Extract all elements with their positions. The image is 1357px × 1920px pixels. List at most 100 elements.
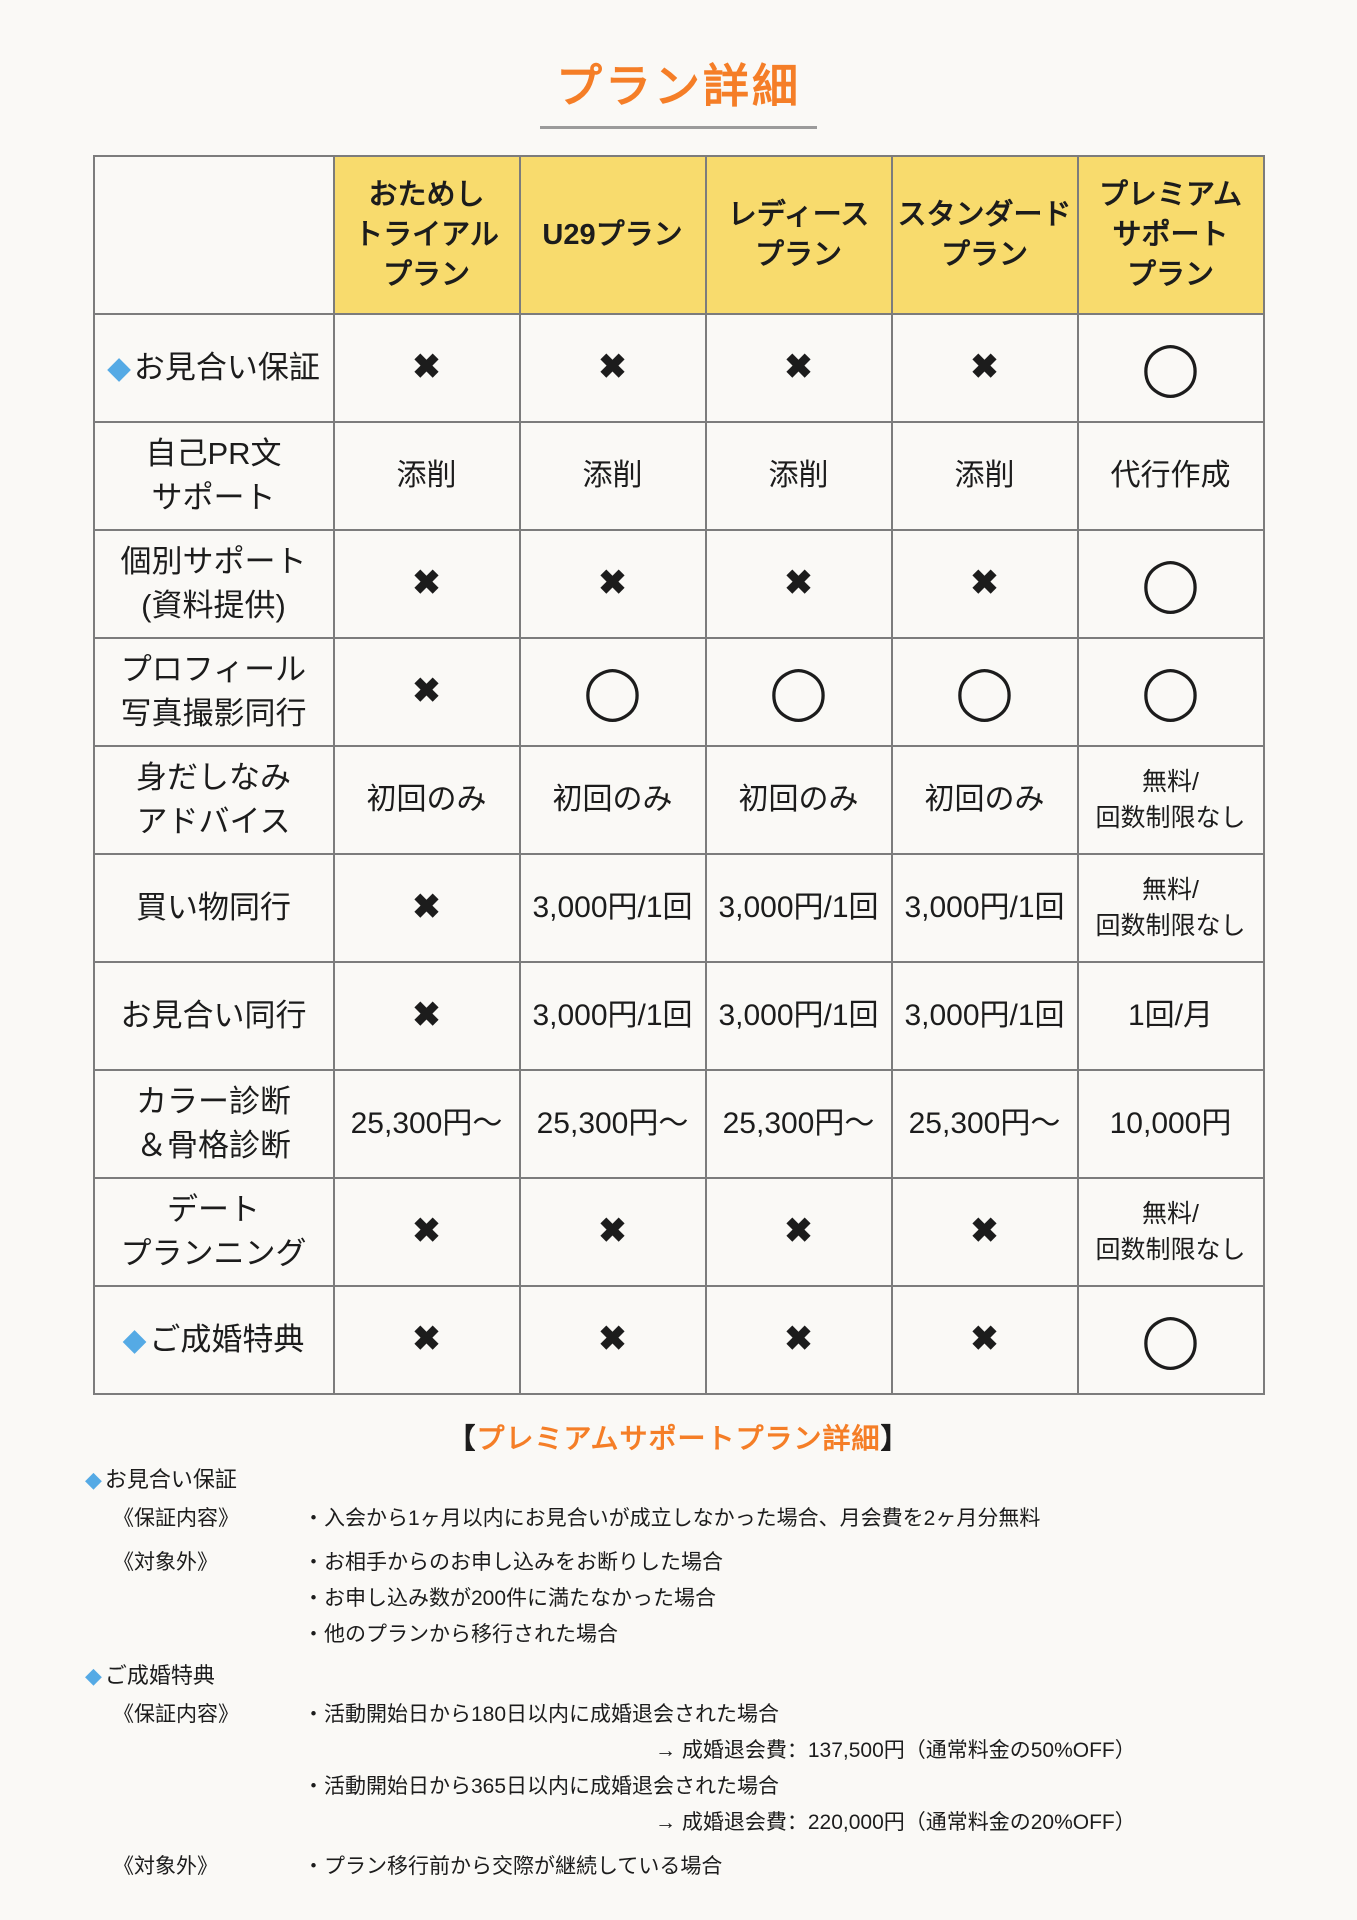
row-label: プロフィール 写真撮影同行 (92, 637, 335, 747)
plan-cell: ✖ (518, 1177, 707, 1287)
note-item: 《対象外》 ・お相手からのお申し込みをお断りした場合 ・お申し込み数が200件に満た… (85, 1545, 1357, 1653)
note-item: 《保証内容》 ・活動開始日から180日以内に成婚退会された場合 → 成婚退会費：13… (85, 1697, 1357, 1841)
table-row: カラー診断 ＆骨格診断 25,300円〜 25,300円〜 25,300円〜 25,30… (92, 1069, 1265, 1179)
table-row: デート プランニング ✖ ✖ ✖ ✖ 無料/ 回数制限なし (92, 1177, 1265, 1287)
bracket-left: 【 (447, 1423, 477, 1454)
note-line: ・活動開始日から365日以内に成婚退会された場合 (303, 1775, 780, 1798)
table-row: 買い物同行 ✖ 3,000円/1回 3,000円/1回 3,000円/1回 無料/ 回数制… (92, 853, 1265, 963)
plan-comparison-table: おためし トライアル プラン U29プラン レディース プラン スタンダード プランプ… (92, 155, 1265, 1395)
note-item: 《対象外》 ・プラン移行前から交際が継続している場合 (85, 1849, 1357, 1885)
bracket-right: 】 (880, 1423, 910, 1454)
diamond-icon: ◆ (85, 1663, 102, 1688)
note-item-label: 《対象外》 (113, 1551, 218, 1574)
premium-detail-notes: ◆ お見合い保証 《保証内容》 ・入会から1ヶ月以内にお見合いが成立しなかった場合、月… (85, 1467, 1357, 1885)
plan-cell: ◯ (890, 637, 1079, 747)
page-title: プラン詳細 (0, 0, 1357, 129)
plan-cell: 無料/ 回数制限なし (1076, 1177, 1265, 1287)
plan-cell: 添削 (704, 421, 893, 531)
note-line: ・プラン移行前から交際が継続している場合 (303, 1855, 723, 1878)
plan-cell: 3,000円/1回 (890, 853, 1079, 963)
note-line: ・他のプランから移行された場合 (303, 1623, 618, 1646)
row-label-text: デート プランニング (120, 1191, 307, 1271)
plan-cell: ✖ (518, 313, 707, 423)
note-item-lines: ・お相手からのお申し込みをお断りした場合 ・お申し込み数が200件に満たなかった場… (303, 1545, 723, 1653)
plan-cell: ◯ (1076, 529, 1265, 639)
plan-cell: 25,300円〜 (704, 1069, 893, 1179)
plan-cell: 添削 (890, 421, 1079, 531)
row-label: お見合い同行 (92, 961, 335, 1071)
plan-cell: ✖ (332, 637, 521, 747)
row-label-text: お見合い保証 (133, 349, 320, 385)
row-label: カラー診断 ＆骨格診断 (92, 1069, 335, 1179)
note-item: 《保証内容》 ・入会から1ヶ月以内にお見合いが成立しなかった場合、月会費を2ヶ月分… (85, 1501, 1357, 1537)
plan-cell: ✖ (332, 961, 521, 1071)
note-line: → 成婚退会費：220,000円（通常料金の20%OFF） (655, 1811, 1136, 1834)
note-heading-text: ご成婚特典 (104, 1663, 215, 1688)
plan-cell: ✖ (332, 313, 521, 423)
plan-cell: ◯ (1076, 1285, 1265, 1395)
row-label: 身だしなみ アドバイス (92, 745, 335, 855)
plan-cell: 25,300円〜 (518, 1069, 707, 1179)
row-label-text: ご成婚特典 (149, 1321, 305, 1357)
plan-table-body: ◆お見合い保証 ✖ ✖ ✖ ✖ ◯ 自己PR文 サポート 添削 添削 添削 添削 代行作成 個別サポート… (92, 313, 1265, 1395)
row-label-text: お見合い同行 (120, 997, 307, 1033)
row-label: 自己PR文 サポート (92, 421, 335, 531)
plan-column-header: おためし トライアル プラン (332, 155, 521, 315)
plan-cell: ◯ (1076, 313, 1265, 423)
plan-header-row: おためし トライアル プラン U29プラン レディース プラン スタンダード プランプ… (92, 155, 1265, 315)
plan-cell: ◯ (704, 637, 893, 747)
table-row: ◆ご成婚特典 ✖ ✖ ✖ ✖ ◯ (92, 1285, 1265, 1395)
table-row: プロフィール 写真撮影同行 ✖ ◯ ◯ ◯ ◯ (92, 637, 1265, 747)
plan-cell: ✖ (704, 313, 893, 423)
plan-cell: ✖ (890, 1285, 1079, 1395)
plan-cell: 3,000円/1回 (890, 961, 1079, 1071)
note-item-label: 《保証内容》 (113, 1703, 239, 1726)
plan-cell: ◯ (518, 637, 707, 747)
note-line: ・入会から1ヶ月以内にお見合いが成立しなかった場合、月会費を2ヶ月分無料 (303, 1507, 1041, 1530)
note-item-lines: ・プラン移行前から交際が継続している場合 (303, 1849, 722, 1885)
plan-cell: ✖ (332, 1285, 521, 1395)
table-row: お見合い同行 ✖ 3,000円/1回 3,000円/1回 3,000円/1回 1回/月 (92, 961, 1265, 1071)
note-heading: ◆ ご成婚特典 (85, 1663, 1357, 1689)
plan-cell: ✖ (518, 1285, 707, 1395)
table-row: 身だしなみ アドバイス 初回のみ 初回のみ 初回のみ 初回のみ 無料/ 回数制限なし (92, 745, 1265, 855)
plan-column-header: スタンダード プラン (890, 155, 1079, 315)
note-line: → 成婚退会費：137,500円（通常料金の50%OFF） (655, 1739, 1136, 1762)
plan-cell: 3,000円/1回 (704, 961, 893, 1071)
plan-cell: ✖ (332, 529, 521, 639)
premium-detail-title: 【プレミアムサポートプラン詳細】 (0, 1417, 1357, 1457)
plan-cell: ✖ (332, 853, 521, 963)
plan-cell: ✖ (890, 313, 1079, 423)
diamond-icon: ◆ (85, 1467, 102, 1492)
plan-cell: ◯ (1076, 637, 1265, 747)
plan-table-corner-cell (92, 155, 335, 315)
plan-cell: 10,000円 (1076, 1069, 1265, 1179)
plan-column-header: レディース プラン (704, 155, 893, 315)
row-label-text: 身だしなみ アドバイス (136, 759, 291, 839)
note-heading: ◆ お見合い保証 (85, 1467, 1357, 1493)
row-label: 個別サポート (資料提供) (92, 529, 335, 639)
plan-cell: ✖ (332, 1177, 521, 1287)
row-label: ◆お見合い保証 (92, 313, 335, 423)
table-row: ◆お見合い保証 ✖ ✖ ✖ ✖ ◯ (92, 313, 1265, 423)
note-line: ・活動開始日から180日以内に成婚退会された場合 (303, 1703, 780, 1726)
plan-cell: 25,300円〜 (890, 1069, 1079, 1179)
plan-cell: 添削 (332, 421, 521, 531)
table-row: 個別サポート (資料提供) ✖ ✖ ✖ ✖ ◯ (92, 529, 1265, 639)
plan-cell: 代行作成 (1076, 421, 1265, 531)
plan-cell: 初回のみ (890, 745, 1079, 855)
row-label: デート プランニング (92, 1177, 335, 1287)
plan-column-header: U29プラン (518, 155, 707, 315)
row-label-text: 個別サポート (資料提供) (120, 543, 307, 623)
plan-column-header: プレミアム サポート プラン (1076, 155, 1265, 315)
plan-cell: ✖ (704, 529, 893, 639)
note-heading-text: お見合い保証 (104, 1467, 237, 1492)
row-label-text: プロフィール 写真撮影同行 (120, 651, 307, 731)
plan-cell: ✖ (890, 529, 1079, 639)
row-label: ◆ご成婚特典 (92, 1285, 335, 1395)
row-label-text: カラー診断 ＆骨格診断 (136, 1083, 291, 1163)
plan-cell: 無料/ 回数制限なし (1076, 853, 1265, 963)
plan-cell: 無料/ 回数制限なし (1076, 745, 1265, 855)
note-item-label: 《保証内容》 (113, 1507, 239, 1530)
diamond-icon: ◆ (122, 1321, 147, 1357)
